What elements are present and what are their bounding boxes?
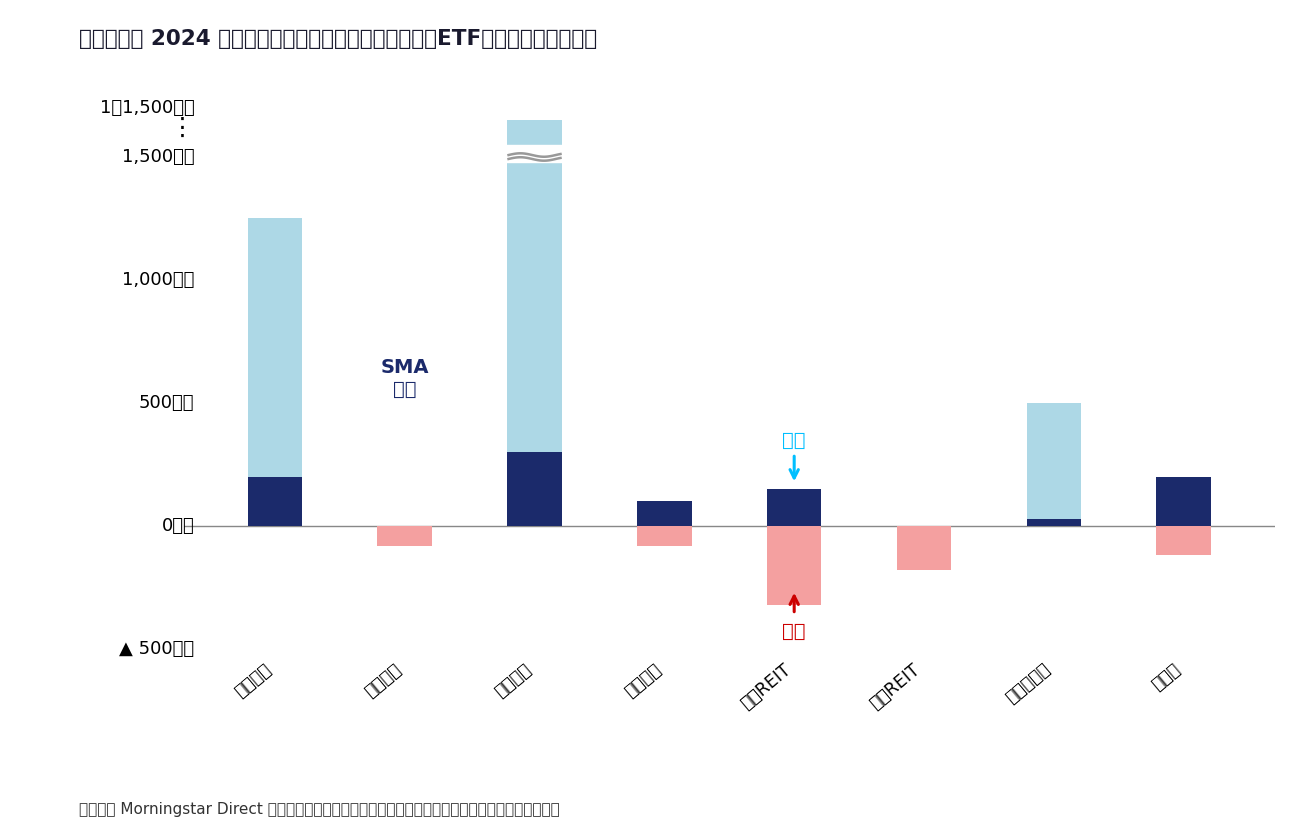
Bar (637, 526, 691, 546)
Bar (247, 219, 302, 477)
Text: 流入: 流入 (782, 431, 805, 450)
Bar (1026, 518, 1081, 526)
Text: 【図表１】 2024 年１月の日本籍追加型株式投信（除くETF）の推計資金流出入: 【図表１】 2024 年１月の日本籍追加型株式投信（除くETF）の推計資金流出入 (79, 29, 597, 49)
Text: 0億円: 0億円 (162, 517, 194, 535)
Text: 流出: 流出 (782, 622, 805, 641)
Bar (505, 145, 565, 162)
Bar (247, 477, 302, 526)
Bar (377, 526, 432, 546)
Text: （資料） Morningstar Direct より作成。各資産クラスはイボットソン分類を用いてファンドを分類。: （資料） Morningstar Direct より作成。各資産クラスはイボット… (79, 802, 560, 817)
Bar (767, 489, 821, 526)
Bar (896, 526, 951, 570)
Bar (1156, 526, 1212, 556)
Bar (1156, 477, 1212, 526)
Bar (507, 452, 562, 526)
Bar (507, 120, 562, 148)
Text: 500億円: 500億円 (139, 394, 194, 412)
Text: 1兆1,500億円: 1兆1,500億円 (100, 99, 194, 116)
Bar (637, 502, 691, 526)
Text: 1,000億円: 1,000億円 (122, 271, 194, 289)
Text: ⋮: ⋮ (170, 116, 194, 140)
Text: ▲ 500億円: ▲ 500億円 (120, 640, 194, 658)
Text: 1,500億円: 1,500億円 (122, 148, 194, 166)
Bar (507, 132, 562, 452)
Bar (767, 526, 821, 605)
Text: SMA
専用: SMA 専用 (381, 358, 428, 399)
Bar (1026, 403, 1081, 518)
